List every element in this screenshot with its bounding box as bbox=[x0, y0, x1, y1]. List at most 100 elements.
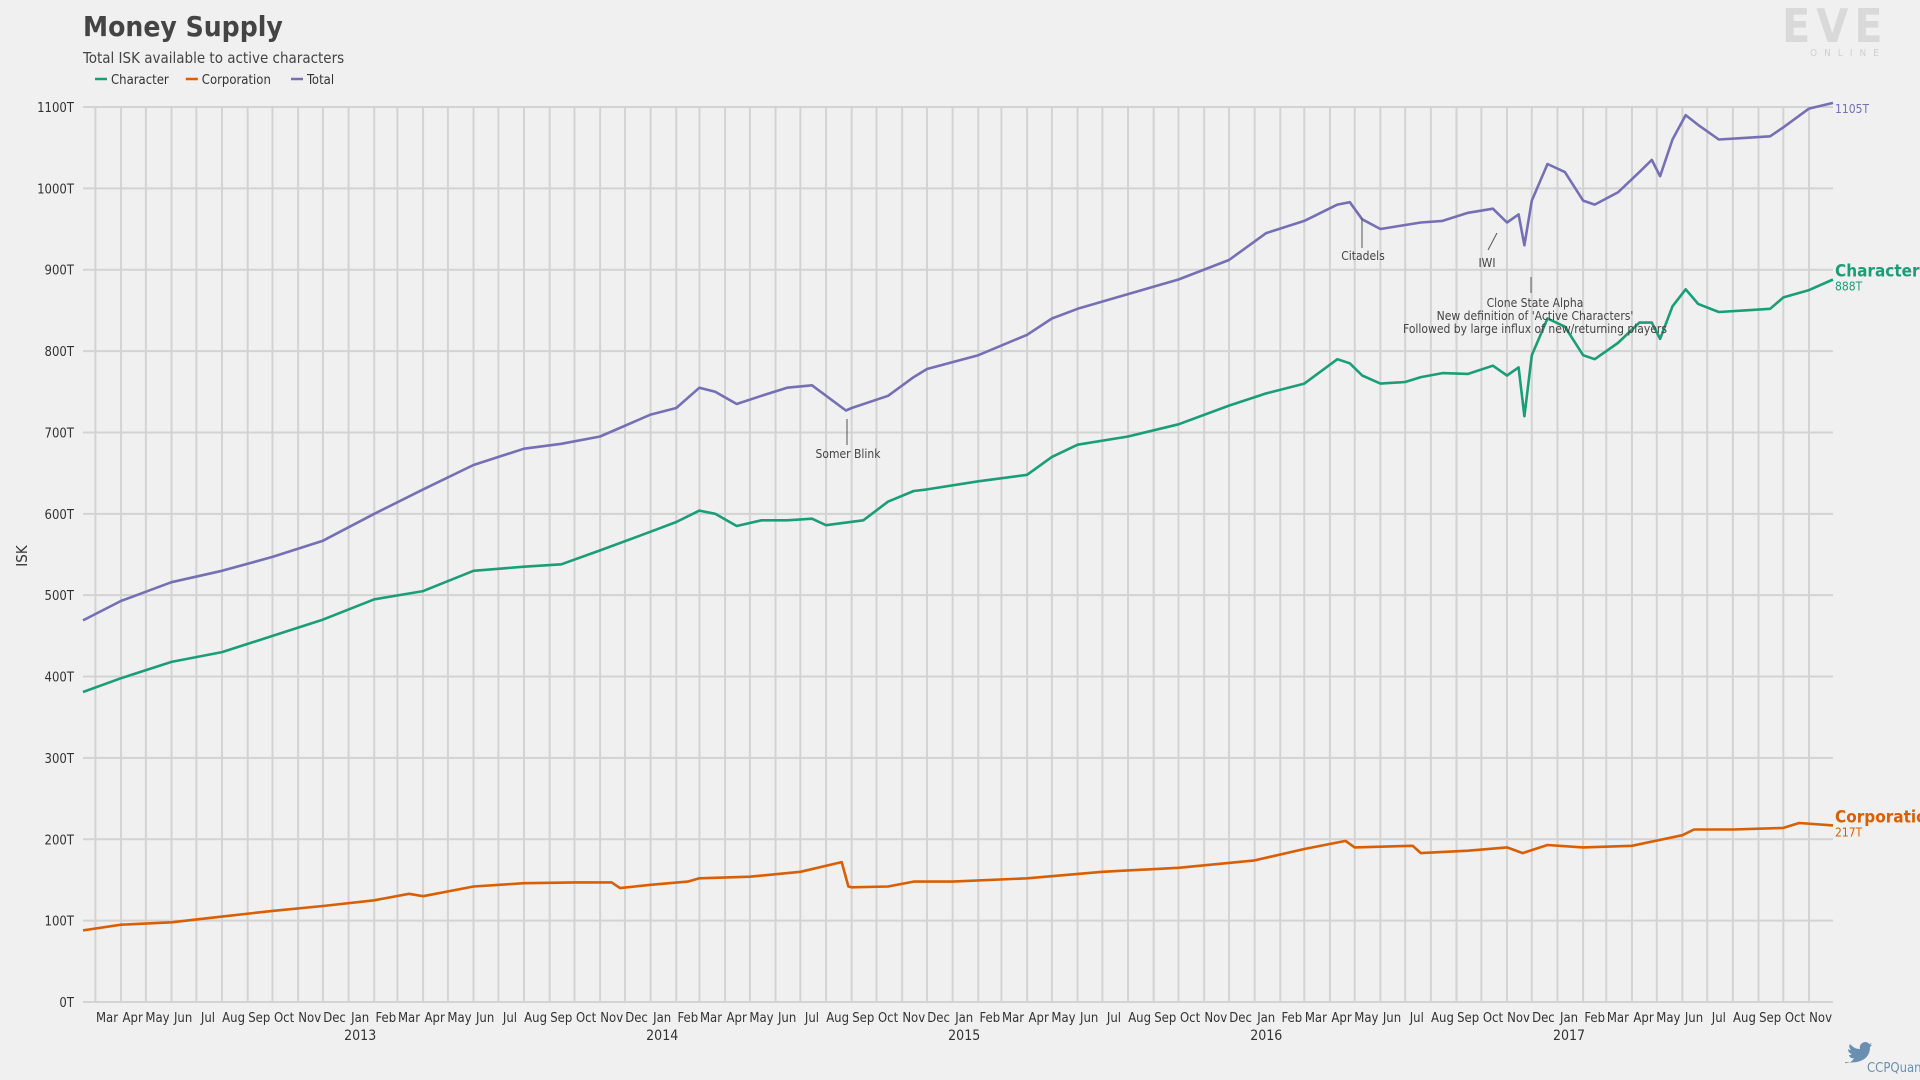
end-value-total: 1105T bbox=[1835, 102, 1869, 116]
x-tick-label: Aug bbox=[524, 1011, 547, 1026]
x-tick-label: Dec bbox=[1532, 1011, 1555, 1026]
x-tick-label: Jun bbox=[1079, 1011, 1098, 1026]
x-tick-label: Nov bbox=[1507, 1011, 1530, 1026]
x-tick-label: Aug bbox=[222, 1011, 245, 1026]
x-tick-label: Jan bbox=[1559, 1011, 1578, 1026]
annotation-text: Followed by large influx of new/returnin… bbox=[1403, 322, 1667, 336]
x-tick-label: May bbox=[1051, 1011, 1075, 1026]
x-tick-label: May bbox=[145, 1011, 169, 1026]
x-tick-label: Mar bbox=[700, 1011, 722, 1026]
legend-label-total: Total bbox=[306, 73, 334, 88]
y-axis-label: ISK bbox=[13, 544, 31, 567]
x-tick-label: Feb bbox=[1282, 1011, 1303, 1026]
x-tick-label: Jun bbox=[475, 1011, 494, 1026]
x-tick-label: Feb bbox=[980, 1011, 1001, 1026]
x-tick-label: Apr bbox=[1331, 1011, 1351, 1026]
annotation-text: Citadels bbox=[1341, 249, 1385, 263]
x-tick-label: Nov bbox=[1809, 1011, 1832, 1026]
x-tick-label: Jun bbox=[1382, 1011, 1401, 1026]
x-tick-label: Nov bbox=[1204, 1011, 1227, 1026]
x-tick-label: Mar bbox=[96, 1011, 118, 1026]
x-tick-label: Sep bbox=[1759, 1011, 1781, 1026]
x-tick-label: Dec bbox=[625, 1011, 648, 1026]
x-tick-label: Oct bbox=[576, 1011, 597, 1026]
grid bbox=[83, 106, 1833, 1003]
x-tick-label: Mar bbox=[1305, 1011, 1327, 1026]
end-label-corporation: Corporation bbox=[1835, 807, 1920, 827]
x-tick-label: Aug bbox=[1128, 1011, 1151, 1026]
series-line-total bbox=[82, 101, 1834, 622]
y-tick-label: 900T bbox=[45, 264, 75, 279]
x-tick-label: Jan bbox=[1256, 1011, 1275, 1026]
y-tick-label: 400T bbox=[45, 671, 75, 686]
x-tick-label: May bbox=[1354, 1011, 1378, 1026]
x-tick-label: Jul bbox=[1106, 1011, 1121, 1026]
x-tick-label: Jul bbox=[804, 1011, 819, 1026]
chart-title: Money Supply bbox=[83, 10, 283, 43]
annotation-text: IWI bbox=[1478, 256, 1495, 270]
series-lines bbox=[82, 101, 1834, 932]
x-tick-label: Oct bbox=[1483, 1011, 1504, 1026]
x-year-label: 2014 bbox=[646, 1028, 678, 1044]
y-tick-label: 1100T bbox=[37, 101, 75, 116]
eve-logo: EVE bbox=[1782, 0, 1889, 53]
x-tick-label: Aug bbox=[1733, 1011, 1756, 1026]
x-tick-label: Sep bbox=[852, 1011, 874, 1026]
x-tick-label: Oct bbox=[878, 1011, 899, 1026]
x-tick-label: Mar bbox=[1002, 1011, 1024, 1026]
x-tick-label: May bbox=[447, 1011, 471, 1026]
x-tick-label: Mar bbox=[1607, 1011, 1629, 1026]
y-tick-label: 600T bbox=[45, 508, 75, 523]
y-tick-label: 500T bbox=[45, 589, 75, 604]
x-tick-label: Oct bbox=[1785, 1011, 1806, 1026]
x-tick-label: Dec bbox=[323, 1011, 346, 1026]
x-tick-label: Jun bbox=[777, 1011, 796, 1026]
x-tick-label: Apr bbox=[1029, 1011, 1049, 1026]
x-tick-label: Sep bbox=[248, 1011, 270, 1026]
legend-label-character: Character bbox=[111, 73, 169, 88]
credit-text: CCPQuant bbox=[1867, 1061, 1920, 1076]
x-tick-label: Mar bbox=[398, 1011, 420, 1026]
x-tick-label: Nov bbox=[298, 1011, 321, 1026]
x-tick-label: Feb bbox=[1584, 1011, 1605, 1026]
chart-subtitle: Total ISK available to active characters bbox=[82, 49, 344, 67]
y-tick-label: 0T bbox=[59, 996, 74, 1011]
x-tick-label: Jan bbox=[652, 1011, 671, 1026]
x-tick-label: Jul bbox=[1409, 1011, 1424, 1026]
y-axis-ticks: 0T 100T 200T 300T 400T 500T 600T 700T 800T 900T 10… bbox=[37, 101, 75, 1011]
x-tick-label: May bbox=[1656, 1011, 1680, 1026]
x-tick-label: Jun bbox=[173, 1011, 192, 1026]
y-tick-label: 200T bbox=[45, 833, 75, 848]
x-tick-label: Jul bbox=[200, 1011, 215, 1026]
y-tick-label: 300T bbox=[45, 752, 75, 767]
y-tick-label: 100T bbox=[45, 915, 75, 930]
annotation-text: New definition of 'Active Characters' bbox=[1437, 309, 1634, 323]
end-label-character: Character bbox=[1835, 261, 1920, 281]
legend: Character Corporation Total bbox=[95, 73, 334, 88]
x-year-label: 2013 bbox=[344, 1028, 376, 1044]
series-line-corporation bbox=[82, 821, 1834, 932]
x-tick-label: Jul bbox=[502, 1011, 517, 1026]
x-tick-label: Nov bbox=[902, 1011, 925, 1026]
x-tick-label: Sep bbox=[1457, 1011, 1479, 1026]
annotations: Somer Blink Citadels IWI Clone State AlphaN… bbox=[816, 218, 1667, 461]
x-year-label: 2016 bbox=[1250, 1028, 1282, 1044]
x-tick-label: May bbox=[749, 1011, 773, 1026]
x-tick-label: Nov bbox=[600, 1011, 623, 1026]
x-tick-label: Sep bbox=[550, 1011, 572, 1026]
x-tick-label: Apr bbox=[727, 1011, 747, 1026]
x-tick-label: Oct bbox=[1180, 1011, 1201, 1026]
annotation-text: Somer Blink bbox=[816, 447, 882, 461]
x-tick-label: Apr bbox=[1633, 1011, 1653, 1026]
x-tick-label: Jan bbox=[350, 1011, 369, 1026]
legend-label-corporation: Corporation bbox=[202, 73, 271, 88]
x-tick-label: Oct bbox=[274, 1011, 295, 1026]
x-tick-label: Feb bbox=[376, 1011, 397, 1026]
x-tick-label: Apr bbox=[425, 1011, 445, 1026]
x-tick-label: Jan bbox=[954, 1011, 973, 1026]
x-tick-label: Aug bbox=[826, 1011, 849, 1026]
end-value-character: 888T bbox=[1835, 279, 1863, 293]
x-tick-label: Aug bbox=[1431, 1011, 1454, 1026]
